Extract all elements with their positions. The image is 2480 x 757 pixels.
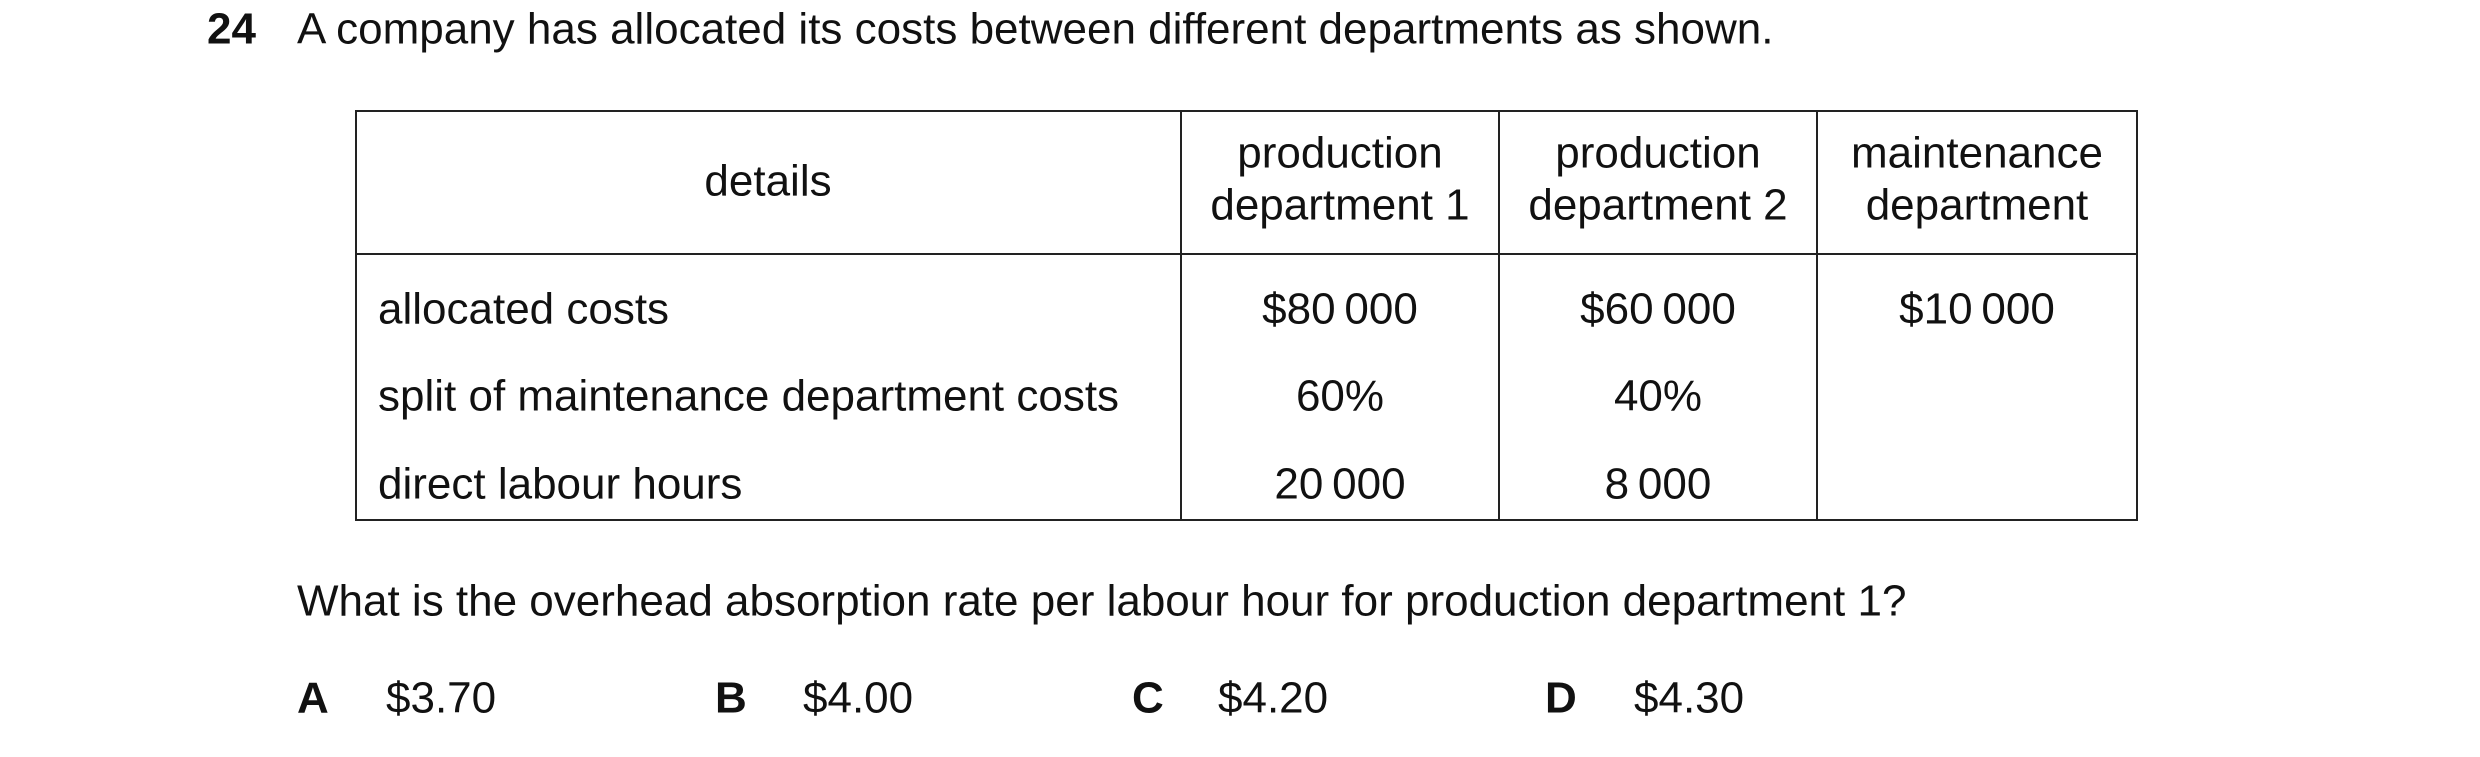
header-cell: department — [1866, 181, 2089, 230]
header-cell: production — [1237, 129, 1442, 178]
row-label: direct labour hours — [378, 460, 742, 509]
option-text: $3.70 — [386, 674, 496, 723]
question-number: 24 — [207, 5, 256, 54]
option-text: $4.20 — [1218, 674, 1328, 723]
table-cell: 40% — [1614, 372, 1702, 421]
option-letter: B — [715, 674, 747, 723]
table-cell: 60% — [1296, 372, 1384, 421]
table-cell: $10 000 — [1899, 285, 2055, 334]
header-cell: production — [1555, 129, 1760, 178]
header-cell: department 1 — [1210, 181, 1469, 230]
row-label: allocated costs — [378, 285, 669, 334]
header-cell: details — [704, 157, 831, 206]
table-cell: $80 000 — [1262, 285, 1418, 334]
option-letter: D — [1545, 674, 1577, 723]
option-letter: C — [1132, 674, 1164, 723]
header-cell: department 2 — [1528, 181, 1787, 230]
row-label: split of maintenance department costs — [378, 372, 1119, 421]
option-text: $4.30 — [1634, 674, 1744, 723]
table-border — [355, 110, 2138, 521]
table-cell: 20 000 — [1274, 460, 1405, 509]
table-cell: 8 000 — [1605, 460, 1712, 509]
option-letter: A — [297, 674, 329, 723]
header-cell: maintenance — [1851, 129, 2103, 178]
question-prompt: What is the overhead absorption rate per… — [297, 577, 1906, 626]
question-stem: A company has allocated its costs betwee… — [297, 5, 1773, 54]
option-text: $4.00 — [803, 674, 913, 723]
table-cell: $60 000 — [1580, 285, 1736, 334]
